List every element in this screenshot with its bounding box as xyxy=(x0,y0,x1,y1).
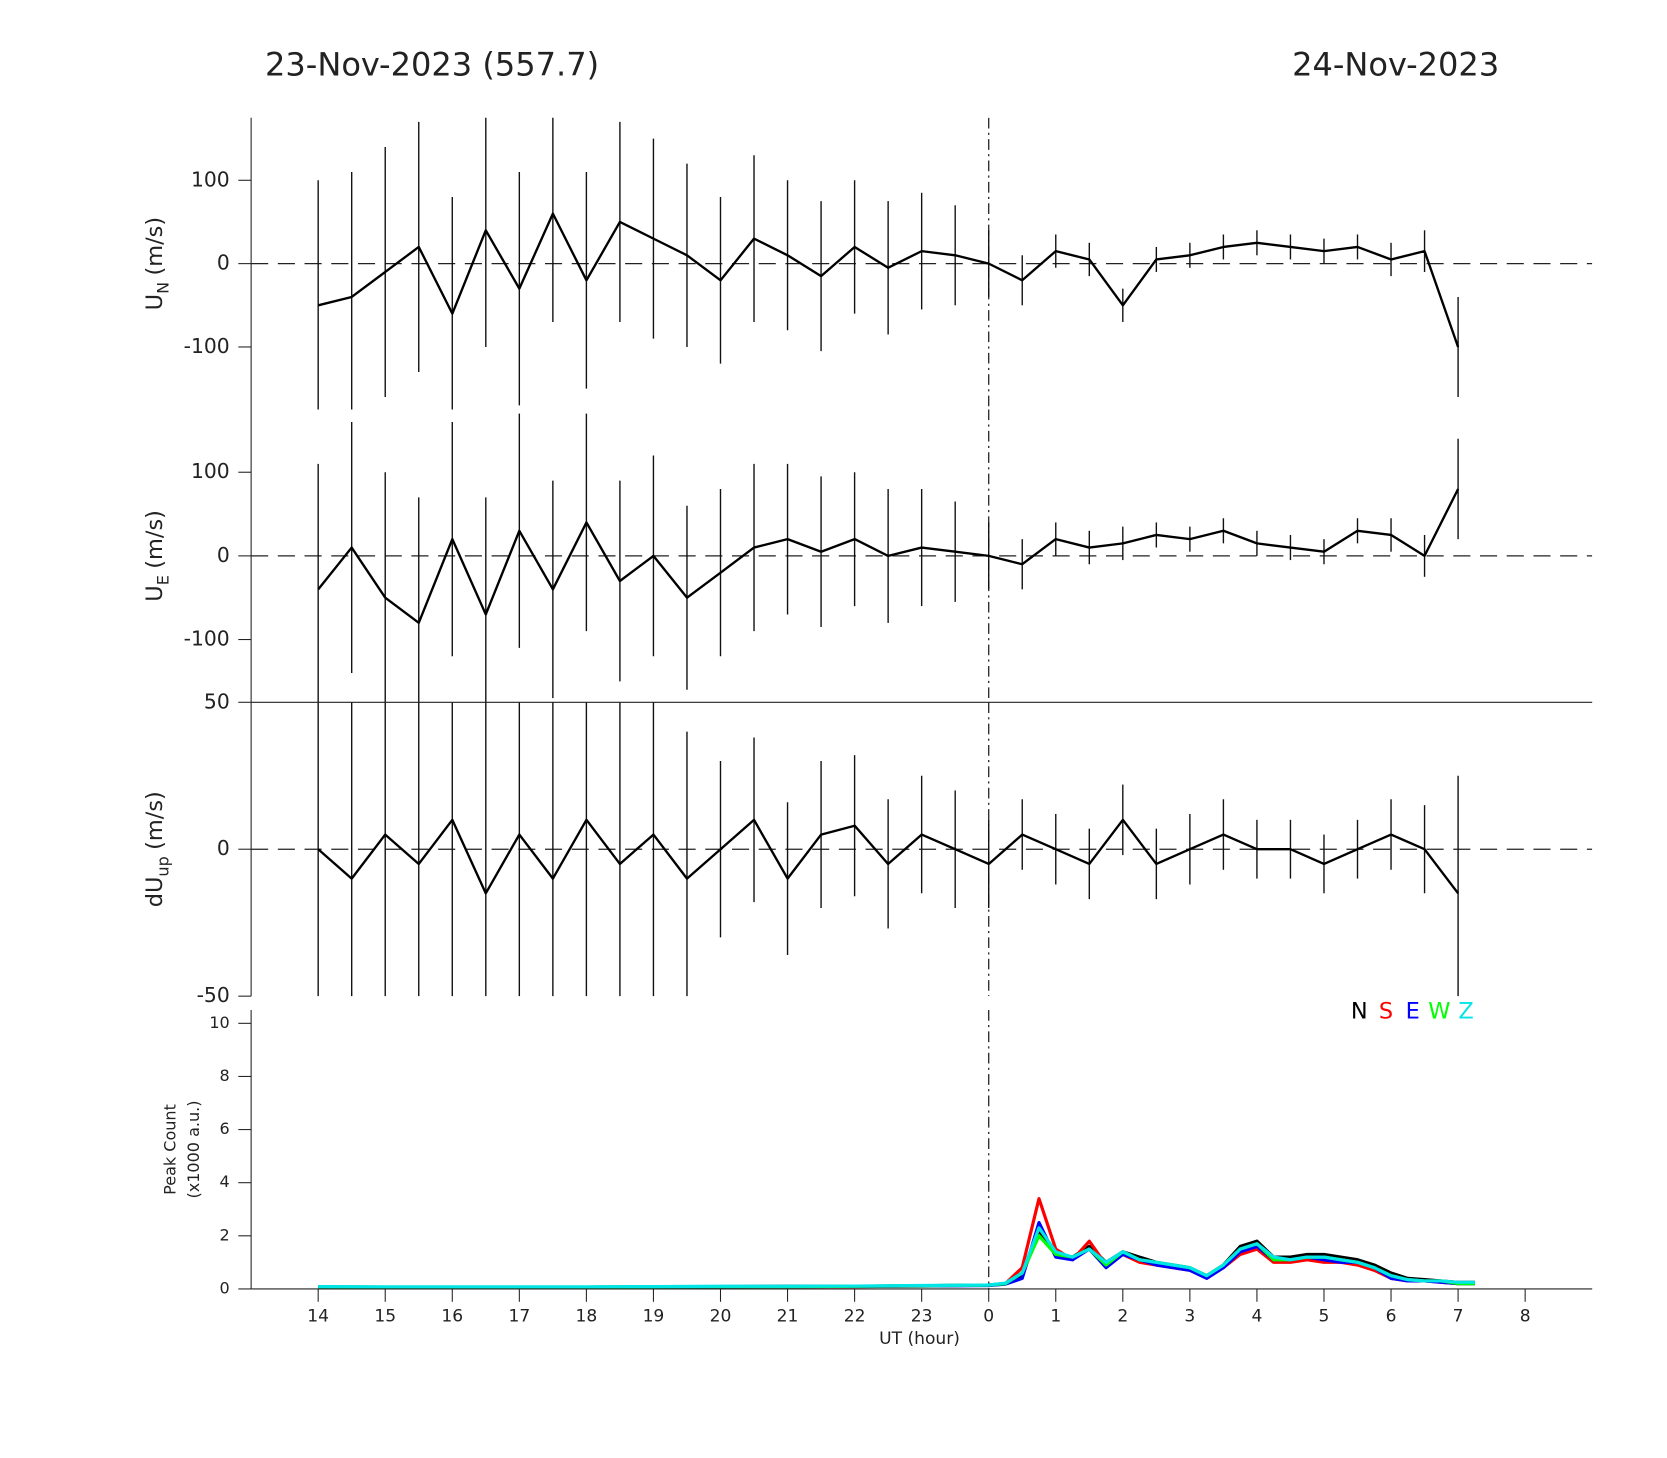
chart-title: 24-Nov-2023 xyxy=(1292,45,1499,83)
x-tick-label: 21 xyxy=(777,1307,799,1327)
legend-label: N xyxy=(1351,999,1368,1025)
y-tick-label: -100 xyxy=(184,627,230,651)
data-line xyxy=(317,818,1460,895)
y-tick-label: 100 xyxy=(191,459,230,483)
x-tick-label: 0 xyxy=(983,1307,994,1327)
x-tick-label: 2 xyxy=(1117,1307,1128,1327)
y-label-unit: (m/s) xyxy=(141,217,167,276)
plot-area xyxy=(318,1010,1475,1289)
x-tick-label: 6 xyxy=(1386,1307,1397,1327)
x-tick-label: 18 xyxy=(576,1307,598,1327)
data-line xyxy=(318,1226,1475,1289)
data-line xyxy=(318,1197,1475,1289)
y-tick-label: 0 xyxy=(217,251,230,275)
x-tick-label: 3 xyxy=(1184,1307,1195,1327)
x-tick-label: 16 xyxy=(441,1307,463,1327)
y-label-main: U xyxy=(141,294,167,310)
legend-label: Z xyxy=(1458,999,1473,1025)
y-label-unit: (m/s) xyxy=(141,791,167,850)
x-tick-label: 5 xyxy=(1319,1307,1330,1327)
chart-title: 23-Nov-2023 (557.7) xyxy=(265,45,599,83)
x-tick-label: 23 xyxy=(911,1307,933,1327)
y-label-sub: up xyxy=(153,856,172,876)
y-tick-label: -50 xyxy=(197,983,230,1007)
legend-label: W xyxy=(1428,999,1450,1025)
y-tick-label: 100 xyxy=(191,167,230,191)
x-axis-label: UT (hour) xyxy=(879,1329,960,1349)
x-tick-label: 14 xyxy=(307,1307,329,1327)
y-label-sub: N xyxy=(153,282,172,294)
y-tick-label: 6 xyxy=(220,1119,230,1138)
y-tick-label: 4 xyxy=(220,1172,230,1191)
y-label-unit: (m/s) xyxy=(141,510,167,569)
y-label-main: dU xyxy=(141,877,167,908)
y-tick-label: 0 xyxy=(217,543,230,567)
y-axis-label: dUup (m/s) xyxy=(141,791,172,907)
data-line xyxy=(317,488,1460,624)
y-tick-label: -100 xyxy=(184,334,230,358)
y-tick-label: 8 xyxy=(220,1066,230,1085)
data-line xyxy=(317,212,1460,348)
x-tick-label: 8 xyxy=(1520,1307,1531,1327)
y-axis-label: UN (m/s) xyxy=(141,217,172,310)
y-axis-label: (x1000 a.u.) xyxy=(184,1100,203,1198)
x-tick-label: 19 xyxy=(643,1307,665,1327)
y-tick-label: 0 xyxy=(220,1278,230,1297)
plot-area xyxy=(251,702,1593,997)
y-tick-label: 2 xyxy=(220,1225,230,1244)
plot-area xyxy=(251,117,1593,410)
legend-label: E xyxy=(1406,999,1420,1025)
x-tick-label: 20 xyxy=(710,1307,732,1327)
y-label-sub: E xyxy=(153,575,172,585)
legend-label: S xyxy=(1379,999,1393,1025)
y-axis-label: UE (m/s) xyxy=(141,510,172,602)
x-tick-label: 17 xyxy=(508,1307,530,1327)
y-tick-label: 10 xyxy=(209,1013,229,1032)
x-tick-label: 4 xyxy=(1251,1307,1262,1327)
y-axis-label: Peak Count xyxy=(160,1104,179,1195)
y-tick-label: 0 xyxy=(217,836,230,860)
y-tick-label: 50 xyxy=(204,689,230,713)
x-tick-label: 7 xyxy=(1453,1307,1464,1327)
x-tick-label: 1 xyxy=(1050,1307,1061,1327)
y-label-main: U xyxy=(141,585,167,601)
x-tick-label: 15 xyxy=(374,1307,396,1327)
x-tick-label: 22 xyxy=(844,1307,866,1327)
plot-area xyxy=(251,409,1593,703)
